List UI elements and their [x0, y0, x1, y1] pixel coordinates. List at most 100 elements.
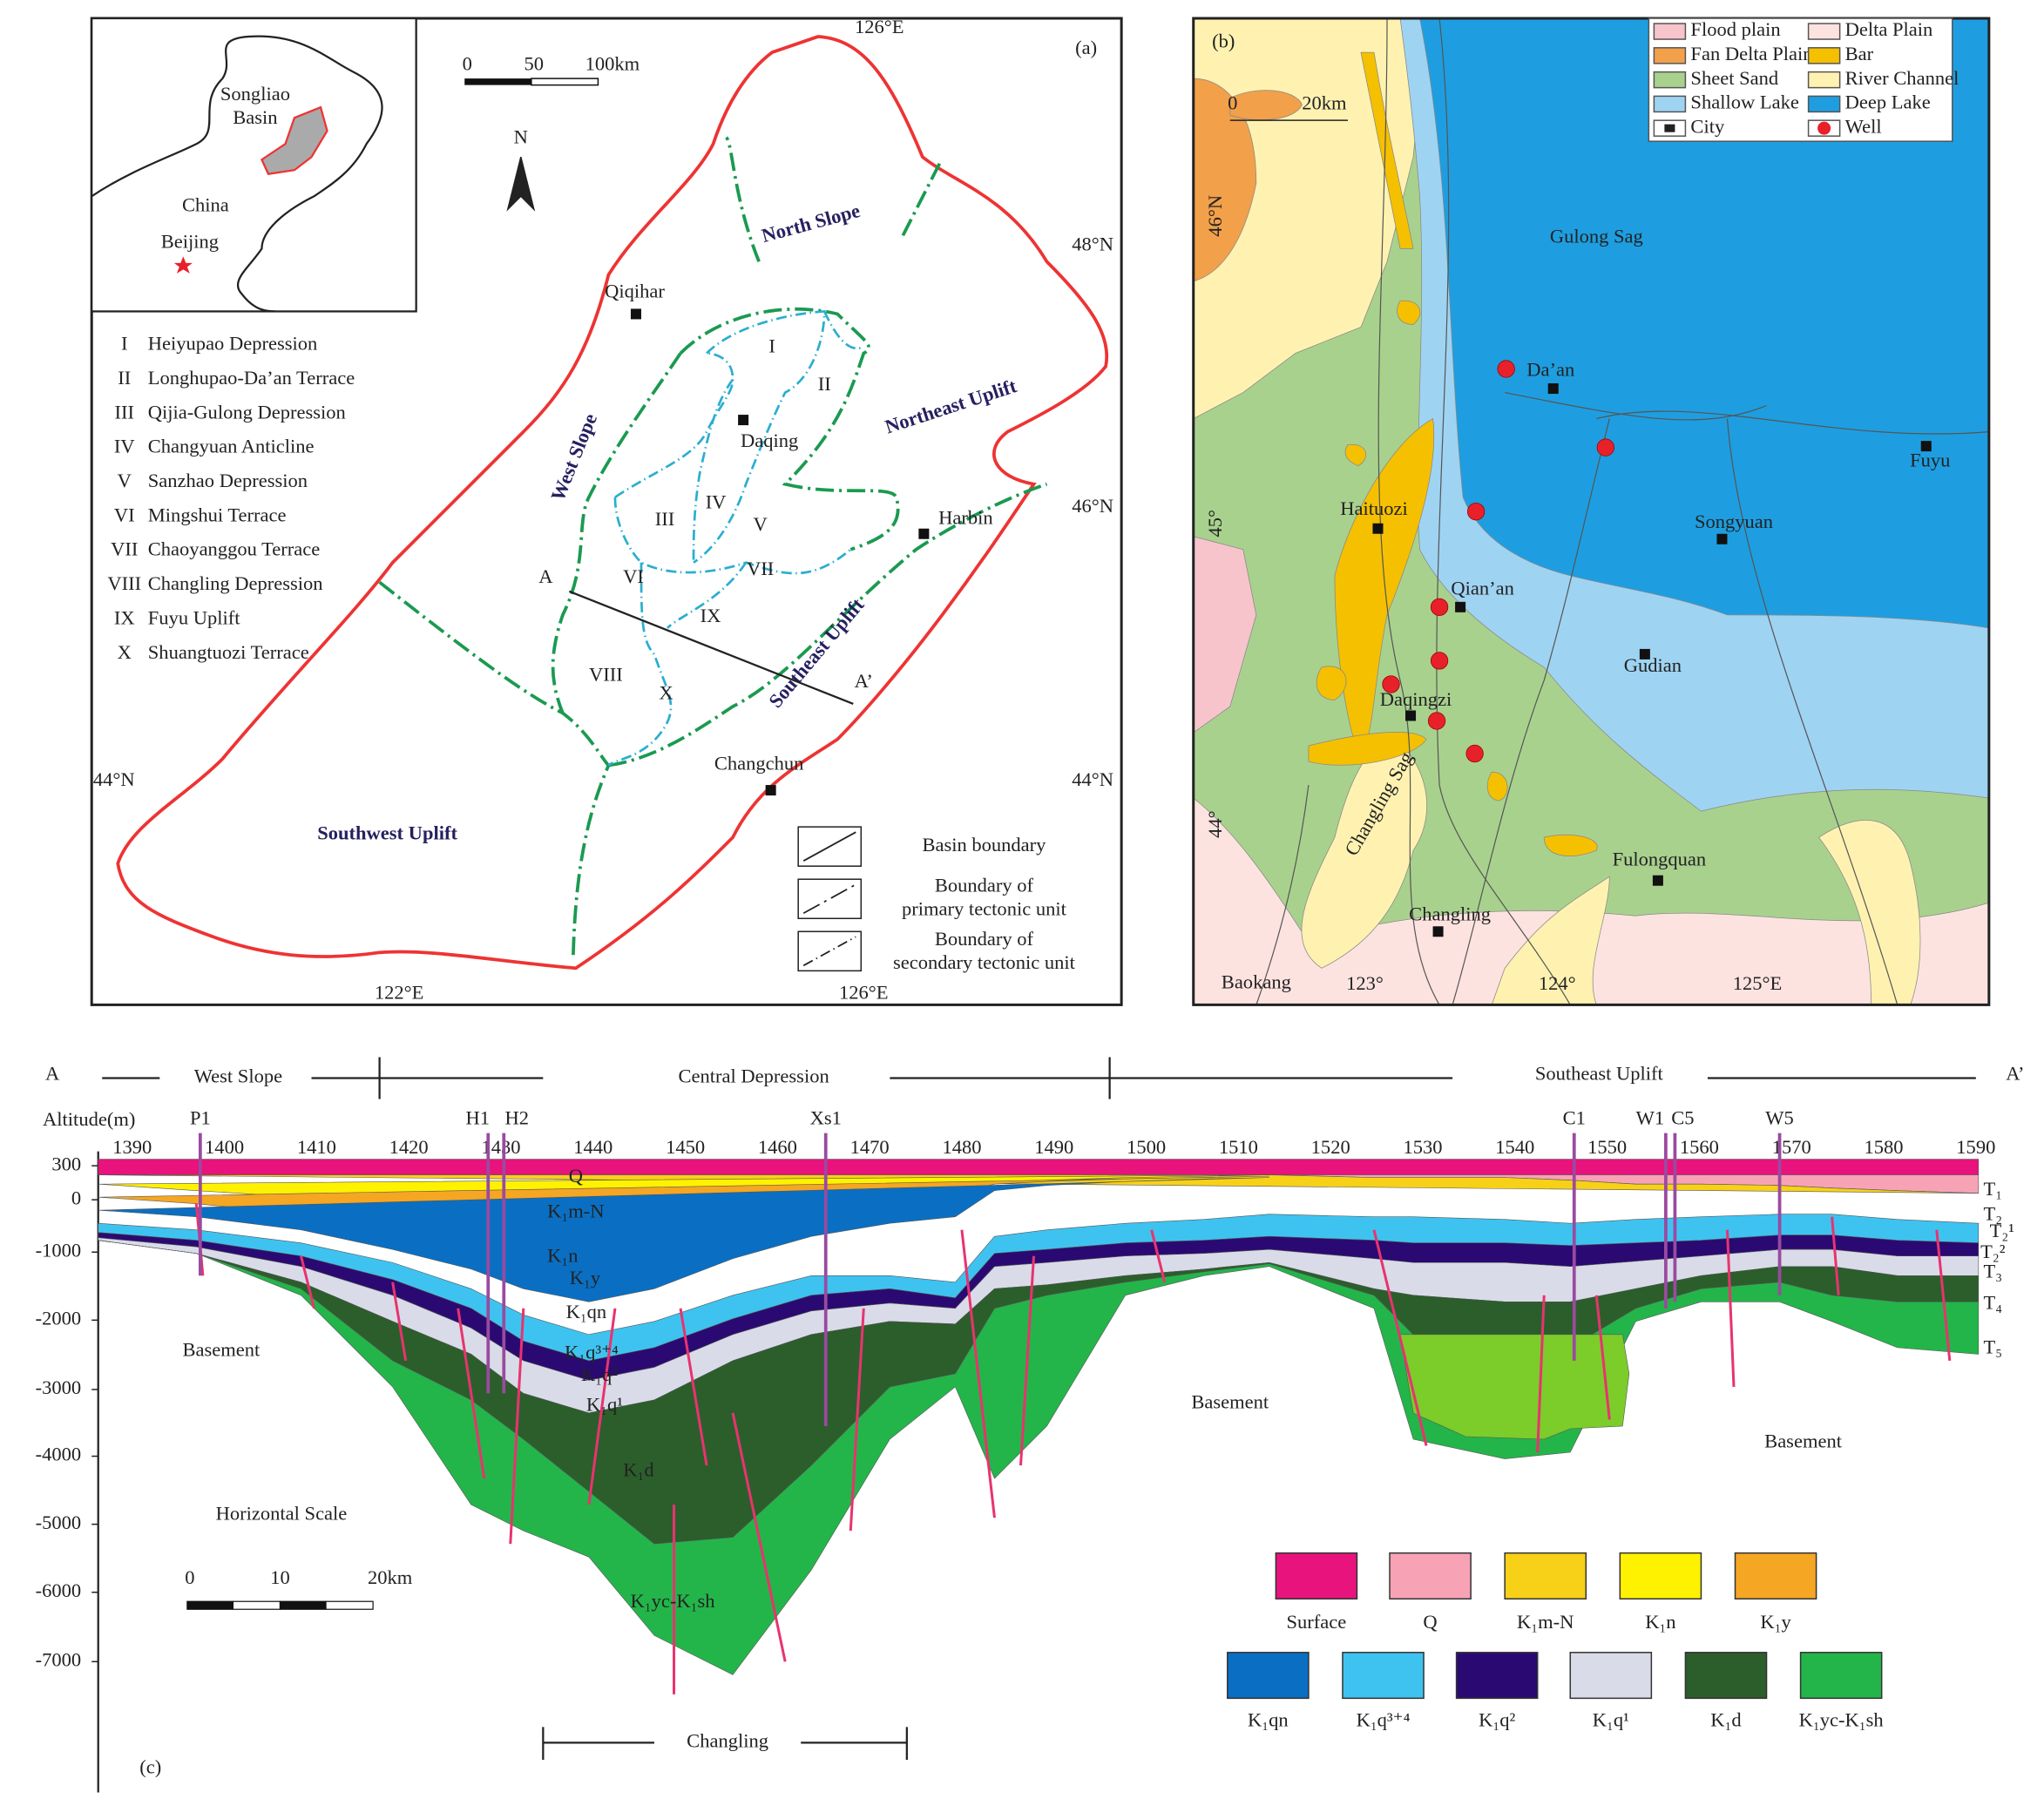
legend-box	[797, 826, 863, 867]
boundary-legend: Boundary of	[935, 928, 1034, 950]
fault	[960, 1229, 996, 1518]
legend-box	[797, 930, 863, 972]
legend-swatch	[1275, 1552, 1358, 1599]
scale-title: Horizontal Scale	[216, 1502, 348, 1524]
unit-name: Mingshui Terrace	[148, 504, 287, 525]
city-marker	[918, 528, 930, 539]
china-outline	[91, 35, 383, 313]
river-channel	[1818, 820, 1921, 1005]
city-marker	[1920, 441, 1932, 452]
legend-swatch	[1807, 95, 1841, 113]
unit-label: I	[768, 335, 775, 357]
panel-label: (a)	[1075, 37, 1097, 58]
reflector-label: T₁	[1984, 1178, 2003, 1200]
river-line	[1452, 418, 1610, 1005]
legend-swatch	[1504, 1552, 1587, 1599]
reflector-label: T₂	[1984, 1202, 2003, 1224]
basin-boundary	[116, 35, 1109, 971]
layer-label: K₁qn	[566, 1301, 607, 1322]
scale-label: 100km	[585, 52, 640, 74]
coordinate: 48°N	[1072, 233, 1113, 255]
x-tick-label: 1460	[758, 1136, 797, 1158]
layer-label: K₁q³⁺⁴	[565, 1342, 619, 1363]
coordinate: 44°N	[93, 768, 135, 790]
well-label: C5	[1671, 1107, 1694, 1129]
y-tick-label: 300	[51, 1153, 81, 1174]
coordinate: 46°N	[1204, 195, 1226, 237]
legend-label: K₁m-N	[1517, 1611, 1574, 1633]
unit-numeral: VII	[111, 538, 138, 560]
unit-numeral: X	[118, 641, 132, 663]
changling-bracket	[542, 1727, 908, 1760]
well-label: W5	[1765, 1107, 1794, 1129]
section-line	[568, 590, 854, 706]
layer-label: K₁m-N	[547, 1200, 604, 1221]
unit-label: IV	[706, 490, 727, 512]
inset-label: China	[182, 193, 229, 215]
legend-swatch	[1389, 1552, 1472, 1599]
legend-label: Flood plain	[1690, 18, 1780, 40]
well	[1465, 744, 1484, 763]
secondary-boundary	[822, 310, 864, 350]
x-tick-label: 1500	[1127, 1136, 1166, 1158]
y-tick-label: -4000	[36, 1444, 82, 1465]
layer-label: K₁q¹	[586, 1394, 623, 1416]
primary-boundary	[725, 136, 761, 263]
city-marker	[1639, 648, 1650, 659]
reflector-label: T₂¹	[1990, 1220, 2014, 1241]
city-marker	[765, 785, 776, 796]
well	[1430, 652, 1449, 670]
y-tick-label: -7000	[36, 1648, 82, 1670]
city-name: Haituozi	[1340, 497, 1408, 519]
legend-swatch	[1455, 1652, 1539, 1700]
unit-name: Sanzhao Depression	[148, 470, 308, 491]
primary-boundary	[551, 352, 682, 714]
legend-label: Well	[1845, 115, 1882, 137]
unit-numeral: VI	[114, 504, 135, 525]
unit-name: Fuyu Uplift	[148, 606, 240, 628]
x-tick-label: 1450	[666, 1136, 705, 1158]
scale-bar	[186, 1600, 234, 1610]
fault	[1725, 1229, 1736, 1387]
basement-label: Basement	[1191, 1391, 1269, 1413]
basement-label: Basement	[1764, 1430, 1843, 1452]
city-name: Qiqihar	[605, 281, 665, 302]
north-arrow	[506, 157, 536, 212]
primary-boundary	[901, 162, 942, 237]
legend-label: K₁yc-K₁sh	[1799, 1709, 1884, 1731]
inset-label: Songliao	[220, 83, 290, 105]
river-line	[1377, 18, 1440, 1005]
fault	[509, 1308, 525, 1545]
scale-label: 10	[270, 1566, 290, 1588]
coordinate: 44°	[1204, 810, 1226, 838]
scale-label: 0	[185, 1566, 194, 1588]
secondary-boundary	[692, 378, 734, 563]
boundary-legend: secondary tectonic unit	[893, 951, 1076, 973]
unit-name: Qijia-Gulong Depression	[148, 401, 346, 423]
legend-swatch	[1653, 71, 1687, 89]
city-marker	[1547, 383, 1559, 395]
legend-label: K₁qn	[1248, 1709, 1289, 1731]
coordinate: 44°N	[1072, 768, 1113, 790]
legend-label: K₁q³⁺⁴	[1357, 1709, 1411, 1731]
panel-label: (b)	[1212, 30, 1235, 52]
boundary-legend: Basin boundary	[922, 834, 1046, 856]
x-tick-label: 1410	[297, 1136, 336, 1158]
layer-label: K₁d	[623, 1459, 653, 1481]
unit-name: Heiyupao Depression	[148, 333, 317, 355]
bar-deposit	[1344, 444, 1367, 467]
x-tick-label: 1520	[1311, 1136, 1350, 1158]
scale-bar	[531, 78, 599, 86]
y-tick-label: -1000	[36, 1239, 82, 1261]
city-icon	[1664, 124, 1675, 132]
well	[1430, 598, 1449, 616]
city-name: Fuyu	[1910, 449, 1950, 470]
fault	[300, 1255, 315, 1309]
well-label: H2	[505, 1107, 530, 1129]
lime-unit	[1399, 1334, 1630, 1440]
north-label: N	[514, 125, 528, 147]
city-marker	[1405, 710, 1417, 721]
section-end: A’	[2006, 1063, 2024, 1085]
